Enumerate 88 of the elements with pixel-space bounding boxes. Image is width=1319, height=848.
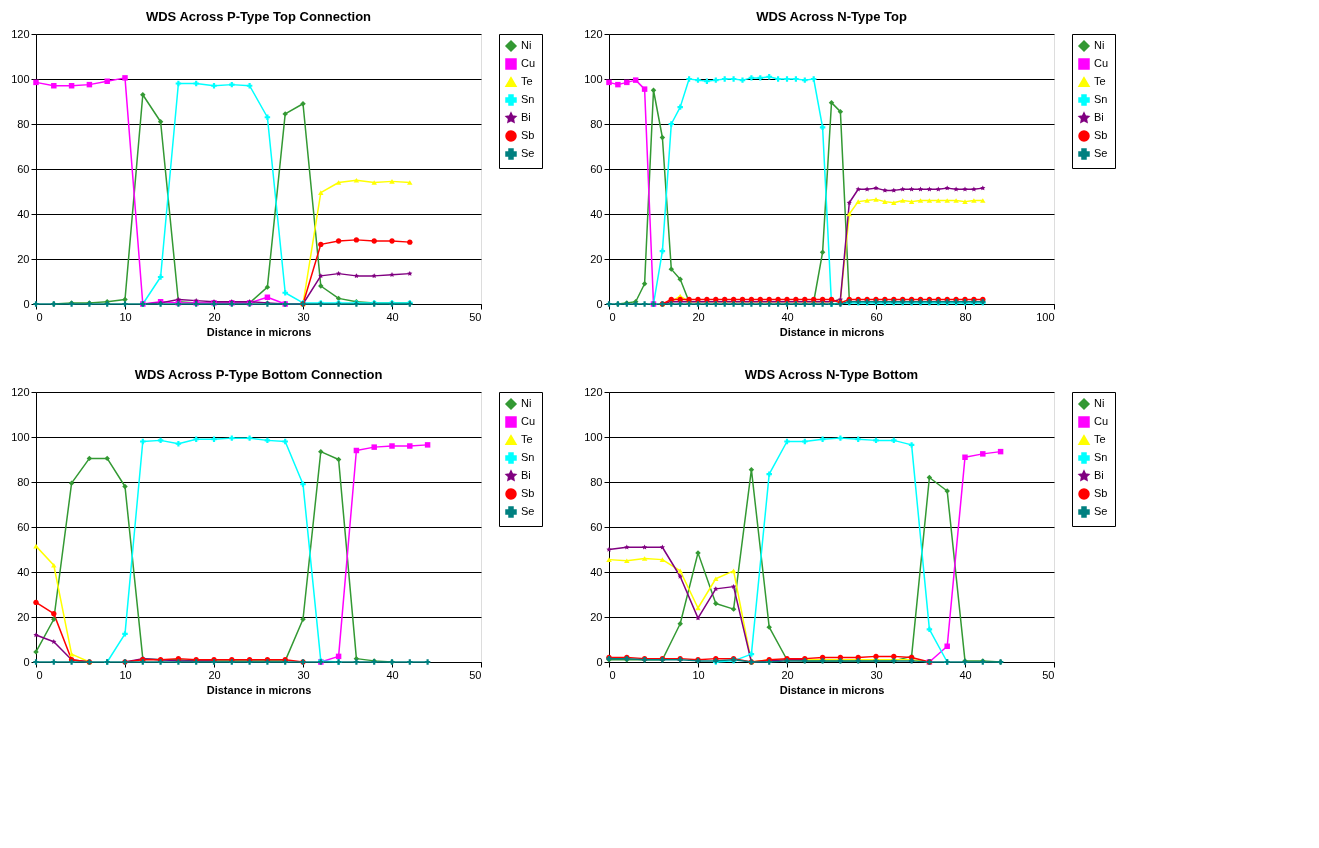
y-tick-label: 0 xyxy=(596,655,603,668)
x-tick-label: 50 xyxy=(469,310,482,323)
legend-label: Te xyxy=(521,75,533,87)
x-tick-label: 20 xyxy=(692,310,705,323)
legend-label: Sb xyxy=(1094,129,1108,141)
chart-title: WDS Across N-Type Top xyxy=(756,9,907,24)
y-tick-label: 120 xyxy=(584,385,603,398)
x-tick-label: 30 xyxy=(297,310,310,323)
y-tick-label: 120 xyxy=(584,27,603,40)
legend-label: Te xyxy=(1094,75,1106,87)
y-tick-label: 60 xyxy=(590,162,603,175)
y-tick-label: 80 xyxy=(17,475,30,488)
x-tick-label: 80 xyxy=(959,310,972,323)
chart-title: WDS Across N-Type Bottom xyxy=(744,367,919,382)
legend-label: Sb xyxy=(521,487,535,499)
chart-title: WDS Across P-Type Top Connection xyxy=(145,9,372,24)
y-tick-label: 40 xyxy=(17,207,30,220)
x-axis-title: Distance in microns xyxy=(779,683,885,696)
x-tick-label: 10 xyxy=(119,310,132,323)
x-tick-label: 20 xyxy=(208,310,221,323)
x-tick-label: 40 xyxy=(781,310,794,323)
legend-label: Ni xyxy=(521,397,532,409)
y-tick-label: 60 xyxy=(17,520,30,533)
y-tick-label: 100 xyxy=(11,72,30,85)
y-tick-label: 80 xyxy=(17,117,30,130)
legend-label: Sb xyxy=(1094,487,1108,499)
y-tick-label: 20 xyxy=(590,610,603,623)
legend-label: Te xyxy=(521,433,533,445)
x-tick-label: 0 xyxy=(36,668,43,681)
legend-label: Sn xyxy=(1094,93,1108,105)
x-tick-label: 60 xyxy=(870,310,883,323)
x-tick-label: 20 xyxy=(208,668,221,681)
y-tick-label: 80 xyxy=(590,117,603,130)
legend-label: Se xyxy=(1094,147,1108,159)
chart-title: WDS Across P-Type Bottom Connection xyxy=(134,367,383,382)
legend-label: Te xyxy=(1094,433,1106,445)
x-tick-label: 50 xyxy=(1042,668,1055,681)
y-tick-label: 20 xyxy=(17,610,30,623)
x-axis-title: Distance in microns xyxy=(206,325,312,338)
x-tick-label: 30 xyxy=(297,668,310,681)
x-axis-title: Distance in microns xyxy=(206,683,312,696)
legend-label: Cu xyxy=(1094,415,1109,427)
x-tick-label: 0 xyxy=(36,310,43,323)
x-tick-label: 10 xyxy=(692,668,705,681)
legend-label: Ni xyxy=(1094,39,1105,51)
legend-label: Se xyxy=(521,505,535,517)
legend-label: Se xyxy=(521,147,535,159)
y-tick-label: 100 xyxy=(584,72,603,85)
x-tick-label: 40 xyxy=(386,668,399,681)
x-tick-label: 0 xyxy=(609,668,616,681)
y-tick-label: 40 xyxy=(590,207,603,220)
legend-label: Bi xyxy=(1094,469,1104,481)
legend-label: Sn xyxy=(1094,451,1108,463)
legend-label: Cu xyxy=(521,57,536,69)
x-axis-title: Distance in microns xyxy=(779,325,885,338)
y-tick-label: 60 xyxy=(590,520,603,533)
x-tick-label: 40 xyxy=(959,668,972,681)
y-tick-label: 60 xyxy=(17,162,30,175)
legend-label: Ni xyxy=(1094,397,1105,409)
legend-label: Cu xyxy=(521,415,536,427)
legend-label: Ni xyxy=(521,39,532,51)
legend-label: Sb xyxy=(521,129,535,141)
legend-label: Sn xyxy=(521,93,535,105)
y-tick-label: 80 xyxy=(590,475,603,488)
x-tick-label: 0 xyxy=(609,310,616,323)
legend-label: Sn xyxy=(521,451,535,463)
y-tick-label: 120 xyxy=(11,27,30,40)
legend-label: Bi xyxy=(521,111,531,123)
legend-label: Bi xyxy=(1094,111,1104,123)
y-tick-label: 0 xyxy=(23,297,30,310)
x-tick-label: 40 xyxy=(386,310,399,323)
y-tick-label: 100 xyxy=(11,430,30,443)
x-tick-label: 50 xyxy=(469,668,482,681)
legend-label: Se xyxy=(1094,505,1108,517)
x-tick-label: 100 xyxy=(1036,310,1055,323)
y-tick-label: 40 xyxy=(17,565,30,578)
y-tick-label: 0 xyxy=(596,297,603,310)
y-tick-label: 20 xyxy=(17,252,30,265)
y-tick-label: 120 xyxy=(11,385,30,398)
legend-label: Cu xyxy=(1094,57,1109,69)
y-tick-label: 100 xyxy=(584,430,603,443)
x-tick-label: 30 xyxy=(870,668,883,681)
y-tick-label: 40 xyxy=(590,565,603,578)
legend-label: Bi xyxy=(521,469,531,481)
x-tick-label: 10 xyxy=(119,668,132,681)
y-tick-label: 20 xyxy=(590,252,603,265)
x-tick-label: 20 xyxy=(781,668,794,681)
y-tick-label: 0 xyxy=(23,655,30,668)
